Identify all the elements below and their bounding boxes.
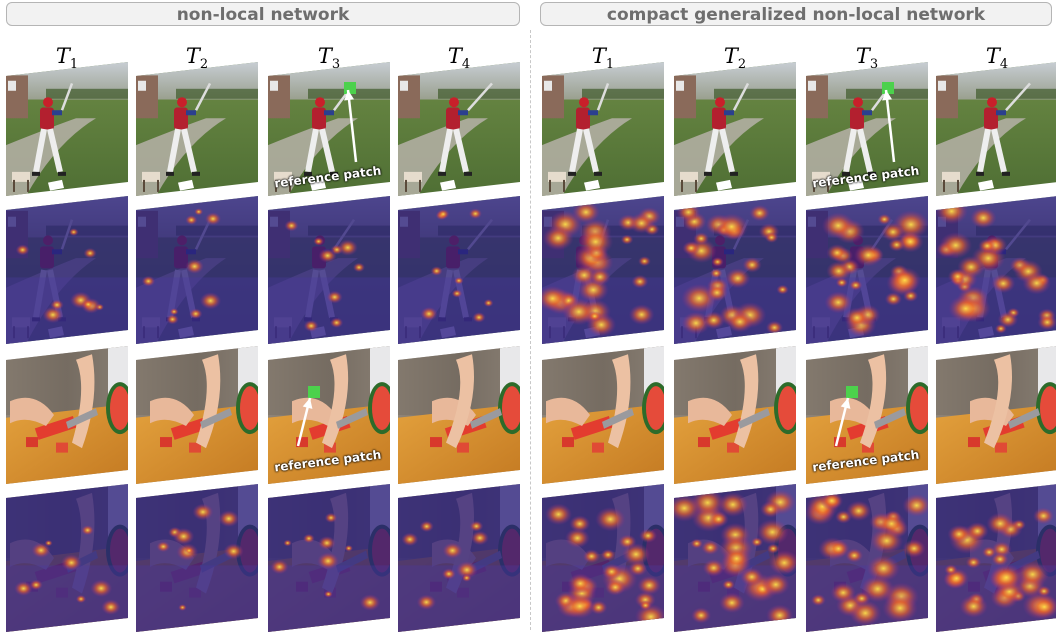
time-label-t1: T1: [591, 44, 615, 73]
video-frame-watermelon-cutting: [542, 346, 664, 484]
video-frame-watermelon-cutting: [398, 346, 520, 484]
video-frame-watermelon-cutting: [6, 346, 128, 484]
reference-patch-marker: [308, 386, 320, 398]
time-label-t3: T3: [317, 44, 341, 73]
video-frame-baseball-batter: [542, 62, 664, 196]
time-label-t4: T4: [447, 44, 471, 73]
attention-map-baseball-batter: [936, 196, 1056, 344]
attention-map-watermelon-cutting: [542, 484, 664, 632]
attention-map-watermelon-cutting: [268, 484, 390, 632]
time-label-t3: T3: [855, 44, 879, 73]
video-frame-watermelon-cutting: [136, 346, 258, 484]
attention-map-baseball-batter: [6, 196, 128, 344]
video-frame-watermelon-cutting: [806, 346, 928, 484]
video-frame-baseball-batter: [136, 62, 258, 196]
attention-map-baseball-batter: [542, 196, 664, 344]
time-label-t2: T2: [185, 44, 209, 73]
attention-map-watermelon-cutting: [806, 484, 928, 632]
video-frame-watermelon-cutting: [936, 346, 1056, 484]
video-frame-watermelon-cutting: [268, 346, 390, 484]
attention-map-baseball-batter: [806, 196, 928, 344]
attention-map-baseball-batter: [136, 196, 258, 344]
reference-patch-arrow: [834, 397, 851, 447]
time-label-t2: T2: [723, 44, 747, 73]
video-frame-baseball-batter: [398, 62, 520, 196]
reference-patch-marker: [846, 386, 858, 398]
video-frame-baseball-batter: [674, 62, 796, 196]
attention-map-baseball-batter: [268, 196, 390, 344]
panel-divider: [530, 30, 531, 630]
time-label-t4: T4: [985, 44, 1009, 73]
attention-map-baseball-batter: [674, 196, 796, 344]
attention-map-watermelon-cutting: [936, 484, 1056, 632]
header-compact-generalized-non-local-network: compact generalized non-local network: [540, 2, 1052, 26]
attention-map-baseball-batter: [398, 196, 520, 344]
attention-map-watermelon-cutting: [6, 484, 128, 632]
time-label-t1: T1: [55, 44, 79, 73]
reference-patch-arrow: [344, 89, 358, 163]
video-frame-baseball-batter: [6, 62, 128, 196]
reference-patch-arrow: [882, 89, 896, 163]
video-frame-baseball-batter: [936, 62, 1056, 196]
header-non-local-network: non-local network: [6, 2, 520, 26]
attention-map-watermelon-cutting: [136, 484, 258, 632]
reference-patch-arrow: [296, 397, 313, 447]
attention-map-watermelon-cutting: [398, 484, 520, 632]
attention-map-watermelon-cutting: [674, 484, 796, 632]
video-frame-watermelon-cutting: [674, 346, 796, 484]
